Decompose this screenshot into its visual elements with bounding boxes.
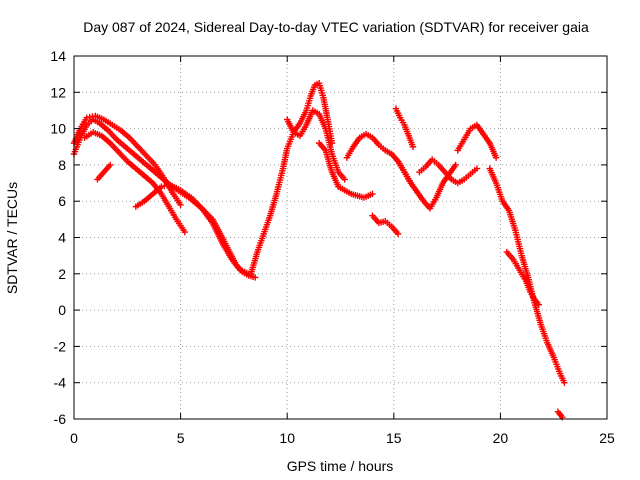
data-point	[473, 165, 481, 172]
x-tick-label: 10	[279, 430, 295, 446]
series-arc-k	[392, 105, 417, 150]
series-arc-n	[454, 121, 500, 161]
y-tick-label: 14	[50, 48, 66, 64]
data-point	[409, 143, 417, 150]
series-arc-h	[315, 139, 376, 201]
data-point	[107, 161, 114, 169]
y-tick-labels: -6 -4 -2 0 2 4 6 8 10 12 14	[50, 48, 66, 427]
x-tick-label: 5	[177, 430, 185, 446]
data-point	[535, 301, 542, 308]
y-tick-label: 2	[58, 266, 66, 282]
axis-ticks	[73, 55, 608, 420]
data-point	[181, 228, 189, 236]
y-tick-label: -4	[54, 375, 67, 391]
data-point	[492, 154, 500, 161]
data-point	[252, 274, 259, 281]
series-arc-m	[416, 156, 481, 187]
data-point	[452, 161, 459, 169]
series-arc-p	[503, 248, 542, 308]
data-point	[394, 230, 402, 238]
x-tick-label: 25	[599, 430, 615, 446]
y-tick-label: -2	[54, 338, 67, 354]
y-tick-label: 8	[58, 157, 66, 173]
series-arc-d	[94, 161, 114, 183]
data-point	[177, 201, 184, 209]
y-tick-label: 0	[58, 302, 66, 318]
data-point	[341, 176, 348, 183]
y-axis-title: SDTVAR / TECUs	[4, 182, 20, 294]
x-axis-title: GPS time / hours	[287, 458, 394, 474]
series-arc-g	[284, 107, 348, 183]
data-point	[369, 190, 376, 198]
y-tick-label: 10	[50, 121, 66, 137]
x-tick-label: 0	[70, 430, 78, 446]
x-tick-label: 15	[386, 430, 402, 446]
y-tick-label: 6	[58, 193, 66, 209]
x-tick-labels: 0 5 10 15 20 25	[70, 430, 615, 446]
y-tick-label: 12	[50, 84, 66, 100]
data-points	[70, 80, 568, 421]
series-arc-j	[369, 212, 402, 238]
series-arc-f	[247, 80, 336, 277]
y-tick-label: -6	[54, 411, 67, 427]
y-tick-label: 4	[58, 230, 66, 246]
x-tick-label: 20	[493, 430, 509, 446]
chart-title: Day 087 of 2024, Sidereal Day-to-day VTE…	[83, 19, 589, 35]
series-arc-e	[132, 181, 253, 277]
data-point	[561, 379, 568, 386]
